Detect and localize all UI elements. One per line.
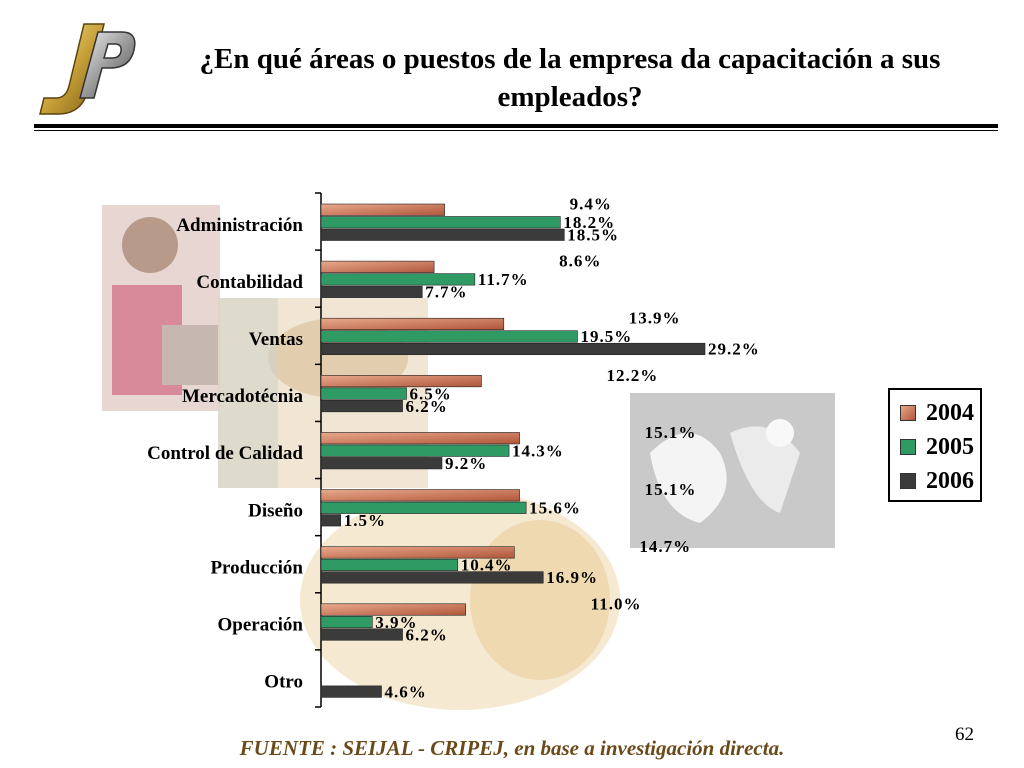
legend-swatch-2006 — [900, 473, 916, 489]
data-label-2006-contabilidad: 7.7% — [425, 283, 467, 302]
category-label-produccion: Producción — [210, 557, 303, 578]
data-label-2004-ventas: 13.9% — [629, 309, 681, 328]
bar-2004-ventas — [320, 317, 505, 331]
data-label-2005-control-de-calidad: 14.3% — [512, 441, 564, 460]
bar-2004-mercadotecnia — [320, 375, 482, 388]
bar-2004-administracion — [320, 203, 445, 216]
data-label-2004-diseno: 15.1% — [645, 480, 697, 499]
data-label-2006-operacion: 6.2% — [406, 625, 448, 644]
bar-2004-operacion — [320, 603, 466, 616]
title-rule-thick — [34, 124, 998, 128]
legend-swatch-2005 — [900, 439, 916, 455]
data-label-2006-otro: 4.6% — [384, 682, 426, 701]
data-label-2005-contabilidad: 11.7% — [478, 270, 529, 289]
data-label-2005-produccion: 10.4% — [461, 556, 513, 575]
category-label-mercadotecnia: Mercadotécnia — [182, 386, 303, 407]
bar-2006-administracion — [320, 228, 565, 241]
data-label-2005-diseno: 15.6% — [529, 499, 581, 518]
bar-2005-ventas — [320, 330, 578, 343]
legend-item-2005: 2005 — [900, 432, 974, 462]
legend-item-2004: 2004 — [900, 398, 974, 428]
background-photo-woman — [102, 205, 220, 411]
source-note: FUENTE : SEIJAL - CRIPEJ, en base a inve… — [239, 736, 785, 760]
category-label-contabilidad: Contabilidad — [196, 272, 303, 293]
data-label-2005-ventas: 19.5% — [580, 327, 632, 346]
bar-2006-mercadotecnia — [320, 400, 403, 413]
legend-label-2004: 2004 — [926, 399, 974, 426]
bar-2006-produccion — [320, 571, 544, 584]
bar-2006-ventas — [320, 342, 706, 356]
bar-2004-diseno — [320, 489, 520, 502]
bar-2005-operacion — [320, 615, 373, 629]
data-label-2006-produccion: 16.9% — [546, 568, 598, 587]
category-label-administracion: Administración — [176, 215, 303, 236]
legend-swatch-2004 — [900, 405, 916, 421]
bar-2005-produccion — [320, 558, 459, 571]
legend-item-2006: 2006 — [900, 466, 974, 496]
background-photo-machinery — [630, 393, 835, 548]
bar-2006-diseno — [320, 514, 342, 527]
data-label-2004-administracion: 9.4% — [570, 195, 612, 214]
background-photo-parts — [300, 490, 620, 710]
page-number: 62 — [955, 724, 974, 745]
data-label-2006-mercadotecnia: 6.2% — [406, 397, 448, 416]
data-label-2005-operacion: 3.9% — [375, 613, 417, 632]
data-label-2004-mercadotecnia: 12.2% — [606, 366, 658, 385]
jp-logo — [39, 23, 136, 115]
bar-2004-control-de-calidad — [320, 432, 520, 445]
title-rule-thin — [34, 130, 998, 131]
data-label-2006-control-de-calidad: 9.2% — [445, 454, 487, 473]
data-label-2006-administracion: 18.5% — [567, 226, 619, 245]
data-label-2006-ventas: 29.2% — [708, 340, 760, 359]
bar-2006-contabilidad — [320, 285, 423, 298]
bar-2004-contabilidad — [320, 260, 435, 273]
bar-2005-diseno — [320, 501, 527, 514]
data-label-2005-administracion: 18.2% — [563, 213, 615, 232]
data-label-2005-mercadotecnia: 6.5% — [409, 384, 451, 403]
bar-2005-control-de-calidad — [320, 444, 510, 457]
category-label-diseno: Diseño — [248, 500, 303, 521]
data-label-2004-produccion: 14.7% — [639, 537, 691, 556]
data-label-2004-contabilidad: 8.6% — [559, 252, 601, 271]
slide-title: ¿En qué áreas o puestos de la empresa da… — [199, 43, 941, 113]
legend-label-2005: 2005 — [926, 433, 974, 460]
bar-2006-control-de-calidad — [320, 457, 443, 470]
legend-label-2006: 2006 — [926, 467, 974, 494]
bar-2006-operacion — [320, 628, 403, 641]
chart-legend: 2004 2005 2006 — [888, 388, 982, 502]
bar-2004-produccion — [320, 546, 515, 559]
data-label-2004-control-de-calidad: 15.1% — [645, 423, 697, 442]
category-label-control-de-calidad: Control de Calidad — [147, 443, 303, 464]
category-label-operacion: Operación — [218, 615, 304, 636]
bar-2005-contabilidad — [320, 273, 476, 286]
data-label-2004-operacion: 11.0% — [591, 594, 642, 613]
bar-2005-administracion — [320, 216, 561, 229]
data-label-2006-diseno: 1.5% — [344, 511, 386, 530]
category-label-ventas: Ventas — [249, 329, 303, 350]
bar-2006-otro — [320, 685, 382, 698]
bar-2005-mercadotecnia — [320, 387, 407, 400]
category-label-otro: Otro — [264, 672, 303, 693]
